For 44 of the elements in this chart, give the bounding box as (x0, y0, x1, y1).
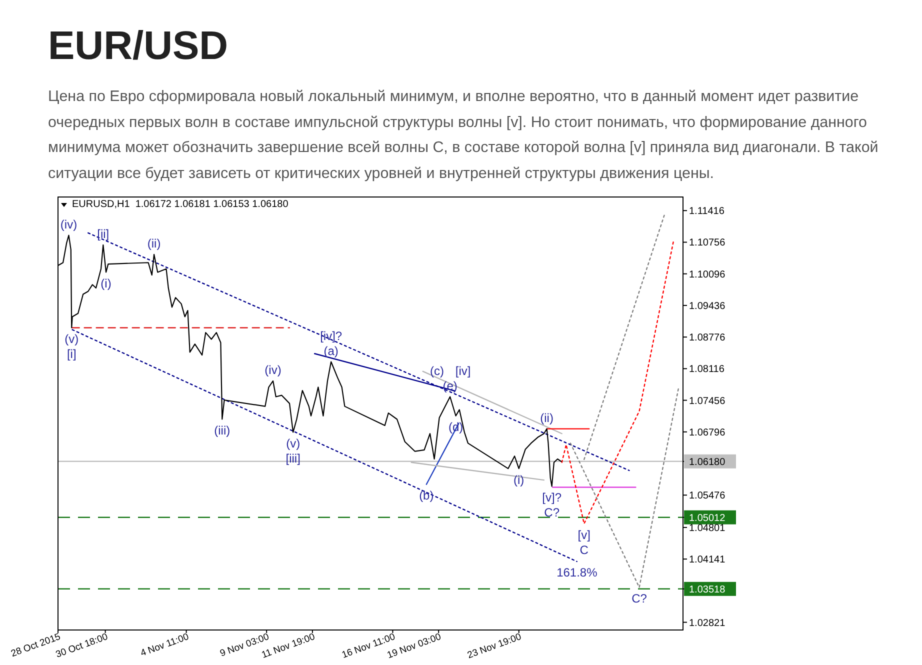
annotation: (iv) (60, 218, 78, 232)
x-tick-label: 4 Nov 11:00 (139, 631, 190, 660)
x-tick-label: 23 Nov 19:00 (466, 631, 523, 662)
chart-title: EUR/USD (48, 23, 228, 70)
annotation: (ii) (540, 411, 554, 426)
y-tick-label: 1.06796 (689, 427, 726, 438)
y-tick-label: 1.11416 (689, 206, 725, 218)
y-tick-label: 1.10756 (689, 238, 726, 249)
y-tick-label: 1.04141 (689, 554, 726, 566)
annotation: [iv] (455, 364, 471, 378)
annotation: 161.8% (556, 566, 598, 580)
y-tick-label: 1.04801 (689, 522, 726, 534)
annotation: (i) (514, 472, 524, 487)
annotation: (b) (419, 488, 434, 503)
y-tick-label: 1.06180 (689, 456, 726, 468)
annotation: C? (632, 592, 648, 606)
annotation: EURUSD,H1 1.06172 1.06181 1.06153 1.06180 (72, 199, 289, 210)
annotation: (c) (430, 364, 444, 378)
chart-subtitle: Цена по Евро сформировала новый локальный минимум, и вполне вероятно, что в данный момент идет развитие очередных первых волн в составе импульсной структуры волны [v]. Но стоит понимать, что формирование данного минимума может обозначить завершение всей волны С, в составе которой волна [v] приняла вид диагонали. В такой ситуации все будет зависеть от критических уровней и внутренней структуры движения цены. (48, 87, 880, 184)
annotation: (ii) (147, 236, 161, 251)
y-tick-label: 1.08776 (689, 332, 726, 344)
annotation: [v]? (542, 490, 562, 505)
annotation: C (580, 542, 589, 557)
annotation: [iii] (286, 451, 300, 466)
y-tick-label: 1.05012 (689, 512, 726, 524)
annotation: (i) (100, 276, 112, 290)
annotation: (v) (64, 332, 79, 346)
y-tick-label: 1.08116 (689, 364, 725, 376)
y-tick-label: 1.03518 (689, 584, 726, 596)
annotation: (v) (286, 436, 300, 450)
annotation: (e) (442, 378, 458, 393)
annotation: (a) (324, 344, 338, 358)
y-tick-label: 1.10096 (689, 269, 726, 280)
y-tick-label: 1.07456 (689, 396, 726, 407)
annotation: (iv) (264, 363, 282, 378)
annotation: C? (544, 506, 560, 520)
y-tick-label: 1.05476 (689, 490, 726, 502)
y-tick-label: 1.02821 (689, 618, 726, 629)
annotation: [ii] (97, 227, 110, 242)
y-tick-label: 1.09436 (689, 300, 726, 312)
annotation: [iv]? (320, 328, 342, 343)
annotation: (iii) (214, 423, 230, 438)
annotation: [v] (578, 528, 590, 542)
annotation: [i] (66, 346, 76, 361)
